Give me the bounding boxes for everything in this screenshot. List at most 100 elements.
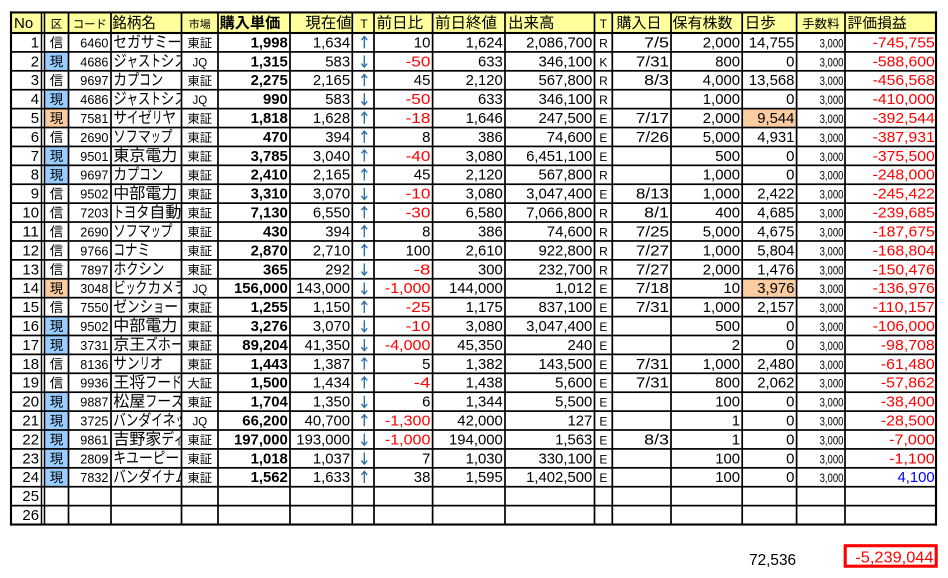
svg-text:9697: 9697 (80, 73, 108, 88)
svg-text:R: R (599, 226, 608, 240)
svg-text:9766: 9766 (80, 243, 108, 258)
svg-text:1,476: 1,476 (757, 261, 794, 278)
svg-text:1,175: 1,175 (466, 299, 503, 316)
svg-text:2: 2 (31, 53, 39, 70)
svg-text:144,000: 144,000 (449, 280, 503, 297)
svg-text:JQ: JQ (192, 95, 207, 107)
svg-text:R: R (599, 93, 608, 107)
svg-text:0: 0 (786, 450, 794, 467)
svg-text:3,040: 3,040 (313, 148, 350, 165)
svg-text:3,000: 3,000 (820, 282, 844, 296)
svg-text:800: 800 (715, 53, 740, 70)
svg-text:-239,685: -239,685 (873, 205, 935, 222)
svg-text:0: 0 (786, 167, 794, 184)
svg-text:430: 430 (263, 224, 288, 241)
svg-text:E: E (599, 377, 607, 391)
svg-text:1,563: 1,563 (555, 431, 592, 448)
svg-text:16: 16 (22, 318, 39, 335)
svg-text:45: 45 (414, 72, 431, 89)
svg-text:7/27: 7/27 (636, 242, 669, 259)
svg-text:E: E (599, 415, 607, 429)
svg-text:-28,500: -28,500 (881, 413, 935, 430)
svg-text:1,633: 1,633 (313, 469, 350, 486)
svg-text:74,600: 74,600 (547, 224, 593, 241)
svg-text:-61,480: -61,480 (881, 356, 935, 373)
svg-text:4,685: 4,685 (757, 205, 794, 222)
svg-text:No: No (14, 15, 33, 32)
svg-text:3,000: 3,000 (820, 207, 844, 221)
svg-text:2,165: 2,165 (313, 167, 350, 184)
svg-text:25: 25 (22, 488, 39, 505)
svg-text:9887: 9887 (80, 395, 108, 410)
svg-text:-57,862: -57,862 (881, 375, 935, 392)
svg-text:-1,100: -1,100 (889, 450, 935, 467)
svg-text:5,600: 5,600 (555, 375, 592, 392)
svg-text:1,030: 1,030 (466, 450, 503, 467)
svg-text:4686: 4686 (80, 92, 108, 107)
svg-text:-1,000: -1,000 (385, 280, 431, 297)
svg-text:3: 3 (31, 72, 39, 89)
svg-text:-187,675: -187,675 (873, 224, 935, 241)
svg-text:8/1: 8/1 (644, 205, 669, 222)
svg-text:156,000: 156,000 (234, 280, 288, 297)
svg-text:15: 15 (22, 299, 39, 316)
svg-text:3,000: 3,000 (820, 339, 844, 353)
svg-text:4,931: 4,931 (757, 129, 794, 146)
svg-text:386: 386 (478, 224, 503, 241)
svg-text:6,580: 6,580 (466, 205, 503, 222)
svg-text:0: 0 (786, 431, 794, 448)
svg-text:8: 8 (31, 167, 39, 184)
svg-text:3,976: 3,976 (757, 280, 794, 297)
svg-text:5,500: 5,500 (555, 394, 592, 411)
svg-text:1: 1 (732, 431, 740, 448)
svg-text:14,755: 14,755 (749, 34, 795, 51)
svg-text:3,080: 3,080 (466, 148, 503, 165)
svg-text:6: 6 (422, 394, 430, 411)
svg-text:-5,239,044: -5,239,044 (855, 550, 933, 567)
svg-text:E: E (599, 131, 607, 145)
svg-text:-50: -50 (406, 53, 431, 70)
svg-text:4,675: 4,675 (757, 224, 794, 241)
svg-text:E: E (599, 452, 607, 466)
svg-text:7/25: 7/25 (636, 224, 669, 241)
svg-text:1,000: 1,000 (703, 167, 740, 184)
svg-text:R: R (599, 244, 608, 258)
svg-text:2,422: 2,422 (757, 186, 794, 203)
svg-text:2,086,700: 2,086,700 (526, 34, 592, 51)
svg-text:9501: 9501 (80, 149, 108, 164)
svg-text:7: 7 (31, 148, 39, 165)
svg-text:6460: 6460 (80, 35, 108, 50)
svg-text:1,012: 1,012 (555, 280, 592, 297)
svg-text:42,000: 42,000 (457, 413, 503, 430)
svg-text:19: 19 (22, 375, 39, 392)
svg-text:R: R (599, 263, 608, 277)
svg-text:18: 18 (22, 356, 39, 373)
svg-text:-387,931: -387,931 (873, 129, 935, 146)
svg-text:567,800: 567,800 (539, 72, 593, 89)
svg-text:240: 240 (568, 337, 593, 354)
svg-text:E: E (599, 282, 607, 296)
svg-text:7581: 7581 (80, 111, 108, 126)
svg-text:8/3: 8/3 (644, 72, 669, 89)
svg-text:-18: -18 (406, 110, 431, 127)
svg-text:5,000: 5,000 (703, 224, 740, 241)
svg-text:E: E (599, 112, 607, 126)
svg-text:8/3: 8/3 (644, 431, 669, 448)
svg-text:2809: 2809 (80, 451, 108, 466)
svg-text:1,562: 1,562 (251, 469, 288, 486)
svg-text:837,100: 837,100 (539, 299, 593, 316)
svg-text:7/27: 7/27 (636, 261, 669, 278)
svg-text:-1,000: -1,000 (385, 431, 431, 448)
svg-text:127: 127 (568, 413, 593, 430)
svg-text:197,000: 197,000 (234, 431, 288, 448)
svg-text:100: 100 (715, 394, 740, 411)
svg-text:2,062: 2,062 (757, 375, 794, 392)
svg-text:-50: -50 (406, 91, 431, 108)
svg-text:1,595: 1,595 (466, 469, 503, 486)
svg-text:3,000: 3,000 (820, 263, 844, 277)
svg-text:9,544: 9,544 (757, 110, 794, 127)
svg-text:3,000: 3,000 (820, 320, 844, 334)
svg-text:3,000: 3,000 (820, 415, 844, 429)
svg-text:3,000: 3,000 (820, 396, 844, 410)
svg-text:400: 400 (715, 205, 740, 222)
